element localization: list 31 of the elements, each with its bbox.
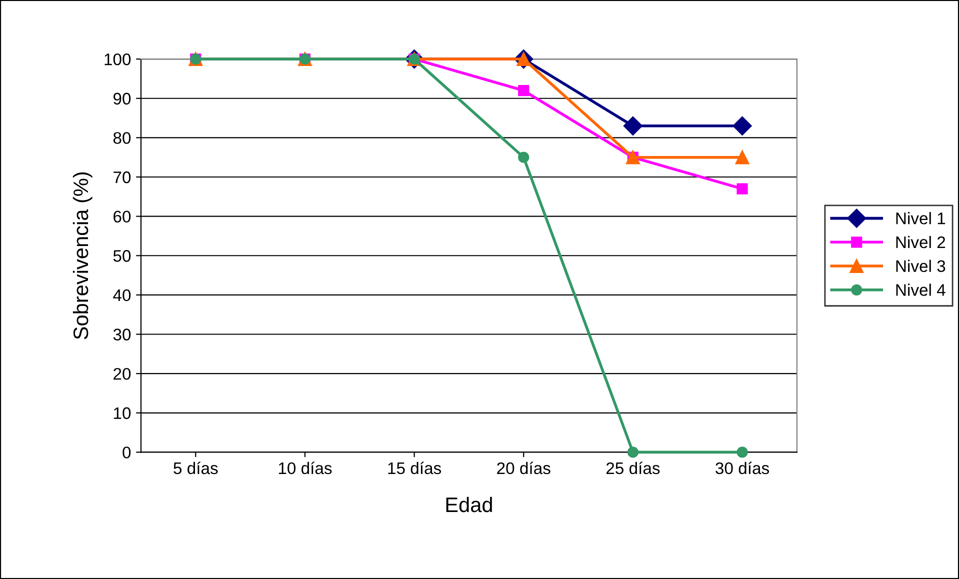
y-tick-label: 100 bbox=[104, 53, 131, 66]
point bbox=[518, 84, 530, 96]
x-axis-title: Edad bbox=[446, 496, 492, 512]
y-tick-label: 70 bbox=[114, 171, 131, 184]
y-tick-label: 90 bbox=[113, 92, 131, 105]
point bbox=[735, 150, 750, 164]
y-axis-title: Sobrevivencia (%) bbox=[72, 172, 92, 340]
y-tick-label: 40 bbox=[113, 289, 131, 302]
legend-label: Nivel 3 bbox=[896, 260, 946, 272]
x-tick-label: 5 días bbox=[174, 462, 218, 474]
x-tick-label: 15 días bbox=[388, 462, 442, 474]
x-tick-label: 25 días bbox=[606, 462, 660, 474]
y-tick-label: 10 bbox=[114, 407, 131, 420]
y-tick-label: 80 bbox=[113, 132, 131, 144]
point bbox=[518, 152, 530, 163]
legend-label: Nivel 4 bbox=[896, 284, 946, 296]
point bbox=[736, 446, 748, 458]
legend-label: Nivel 2 bbox=[896, 236, 946, 248]
y-tick-label: 20 bbox=[114, 368, 131, 380]
y-tick-label: 50 bbox=[113, 250, 131, 262]
point bbox=[732, 116, 752, 136]
y-tick-label: 60 bbox=[114, 210, 131, 223]
legend-label: Nivel 1 bbox=[896, 212, 946, 224]
x-tick-label: 10 días bbox=[278, 462, 332, 474]
y-tick-label: 0 bbox=[122, 446, 131, 458]
x-tick-label: 30 días bbox=[716, 462, 769, 474]
y-tick-label: 30 bbox=[113, 328, 131, 340]
point bbox=[736, 183, 748, 194]
point bbox=[627, 446, 638, 458]
point bbox=[623, 116, 642, 136]
x-tick-label: 20 días bbox=[497, 462, 550, 474]
